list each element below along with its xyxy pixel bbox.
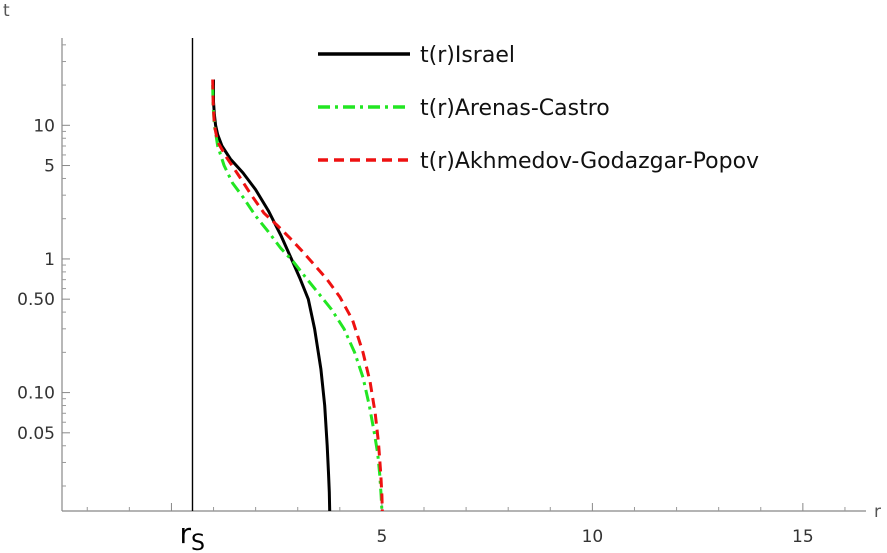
legend: t(r)Israel t(r)Arenas-Castro t(r)Akhmedov-…: [318, 43, 759, 174]
legend-label-1: t(r)Israel: [420, 43, 515, 68]
series-line-1: [212, 79, 332, 512]
y-tick-label: 0.50: [17, 290, 55, 310]
y-axis-label: t: [3, 1, 10, 21]
schwarzschild-label: rS: [179, 517, 204, 553]
series-line-2: [211, 85, 384, 512]
y-tick-label: 0.05: [17, 424, 55, 444]
schwarzschild-marker: rS: [179, 38, 205, 553]
legend-label-2: t(r)Arenas-Castro: [420, 96, 610, 121]
y-tick-label: 0.10: [17, 384, 55, 404]
schwarzschild-label-base: r: [179, 517, 191, 550]
minor-ticks: [62, 44, 846, 511]
x-tick-label: 15: [792, 527, 814, 547]
axes: r t: [3, 1, 881, 522]
x-tick-label: 10: [582, 527, 604, 547]
series-lines: [211, 79, 384, 512]
major-ticks: 5 10 15 10 5 1 0.50 0.10 0.05: [17, 116, 814, 547]
schwarzschild-label-subscript: S: [191, 531, 205, 553]
x-axis-label: r: [874, 502, 881, 522]
y-tick-label: 5: [44, 157, 55, 177]
y-tick-label: 1: [44, 250, 55, 270]
y-tick-label: 10: [33, 116, 55, 136]
x-tick-label: 5: [377, 527, 388, 547]
legend-label-3: t(r)Akhmedov-Godazgar-Popov: [420, 149, 759, 174]
series-line-3: [211, 79, 384, 512]
